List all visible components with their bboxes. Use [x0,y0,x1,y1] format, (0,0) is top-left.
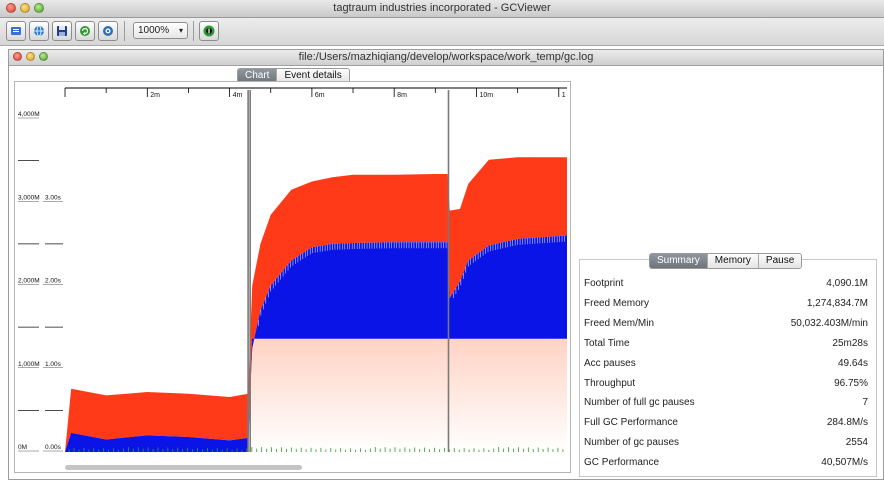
summary-value: 40,507M/s [821,457,868,469]
document-controls [13,52,48,61]
export-icon [57,26,67,36]
total-heap-area [65,157,567,453]
time-tick-label: 10m [479,92,493,99]
zoom-window-button[interactable] [34,3,44,13]
summary-label: Freed Mem/Min [584,317,655,329]
summary-label: Footprint [584,278,624,289]
refresh-icon [80,26,90,36]
summary-label: Throughput [584,377,636,389]
time-tick-label: 4m [233,92,243,99]
toolbar-separator [193,21,194,41]
watch-icon [103,26,113,36]
summary-value: 1,274,834.7M [806,297,868,309]
memory-tick-label: 3,000M [18,194,40,201]
tab-chart[interactable]: Chart [238,69,278,83]
tab-pause[interactable]: Pause [758,254,802,268]
chart-panel[interactable]: 2m 4m 6m 8m 10m 1 0M 1,000M 2,000M 3,000M 4,000M 0.… [14,81,571,473]
time-tick-label: 2m [150,92,160,99]
zoom-value: 1000% [138,25,170,36]
open-url-icon [34,25,44,37]
tab-event-details[interactable]: Event details [277,69,349,83]
watch-button[interactable] [98,21,118,41]
info-button[interactable] [199,21,219,41]
open-file-button[interactable] [6,21,26,41]
summary-row: Throughput 96.75% [580,374,876,393]
summary-value: 50,032.403M/min [790,317,868,329]
summary-label: Freed Memory [584,297,650,309]
pause-tick-label: 0.00s [45,444,62,451]
summary-label: Number of gc pauses [584,437,680,449]
summary-value: 96.75% [834,377,868,389]
memory-tick-label: 2,000M [18,278,40,285]
pause-tick-label: 1.00s [45,361,62,368]
summary-panel: Summary Memory Pause Footprint 4,090.1M Fr… [579,253,877,477]
summary-row: Full GC Performance 284.8M/s [580,413,876,432]
summary-label: Number of full gc pauses [584,397,695,409]
refresh-button[interactable] [75,21,95,41]
window-titlebar: tagtraum industries incorporated - GCVie… [0,0,884,18]
minimize-document-button[interactable] [26,52,35,61]
toolbar: 1000% ▾ [0,18,884,46]
info-icon [203,25,215,37]
window-title: tagtraum industries incorporated - GCVie… [333,2,551,14]
summary-row: Total Time 25m28s [580,334,876,353]
summary-value: 49.64s [837,357,868,369]
summary-label: Full GC Performance [584,417,678,429]
window-controls [6,3,44,13]
minimize-window-button[interactable] [20,3,30,13]
summary-row: Footprint 4,090.1M [580,274,876,293]
open-file-icon [11,27,21,35]
tab-memory[interactable]: Memory [707,254,759,268]
time-tick-label: 1 [562,92,566,99]
summary-row: Freed Mem/Min 50,032.403M/min [580,314,876,333]
toolbar-separator [124,21,125,41]
tab-summary[interactable]: Summary [650,254,708,268]
memory-tick-label: 4,000M [18,111,40,118]
summary-value: 2554 [845,437,868,449]
summary-value: 284.8M/s [826,417,868,429]
close-window-button[interactable] [6,3,16,13]
zoom-document-button[interactable] [39,52,48,61]
pause-tick-label: 3.00s [45,194,62,201]
document-title: file:/Users/mazhiqiang/develop/workspace… [298,51,594,63]
memory-tick-label: 0M [18,444,27,451]
pause-tick-label: 2.00s [45,278,62,285]
document-titlebar: file:/Users/mazhiqiang/develop/workspace… [9,50,883,66]
summary-label: Acc pauses [584,357,636,369]
time-tick-label: 8m [397,92,407,99]
summary-label: GC Performance [584,457,660,469]
summary-label: Total Time [584,337,630,349]
summary-row: GC Performance 40,507M/s [580,453,876,472]
tenured-area [248,338,567,452]
time-tick-label: 6m [315,92,325,99]
open-url-button[interactable] [29,21,49,41]
chevron-down-icon: ▾ [178,26,183,35]
summary-value: 25m28s [832,337,868,349]
memory-tick-label: 1,000M [18,361,40,368]
summary-value: 4,090.1M [826,278,868,289]
close-document-button[interactable] [13,52,22,61]
summary-tabs: Summary Memory Pause [649,253,803,269]
zoom-select[interactable]: 1000% ▾ [133,22,188,39]
summary-row: Number of gc pauses 2554 [580,433,876,452]
horizontal-scrollbar[interactable] [65,465,302,470]
document-window: file:/Users/mazhiqiang/develop/workspace… [8,49,884,480]
used-heap-area [65,235,567,452]
summary-row: Freed Memory 1,274,834.7M [580,294,876,313]
gc-chart: 2m 4m 6m 8m 10m 1 0M 1,000M 2,000M 3,000M 4,000M 0.… [18,87,567,453]
summary-value: 7 [862,397,868,409]
summary-row: Acc pauses 49.64s [580,354,876,373]
export-button[interactable] [52,21,72,41]
summary-row: Number of full gc pauses 7 [580,393,876,412]
